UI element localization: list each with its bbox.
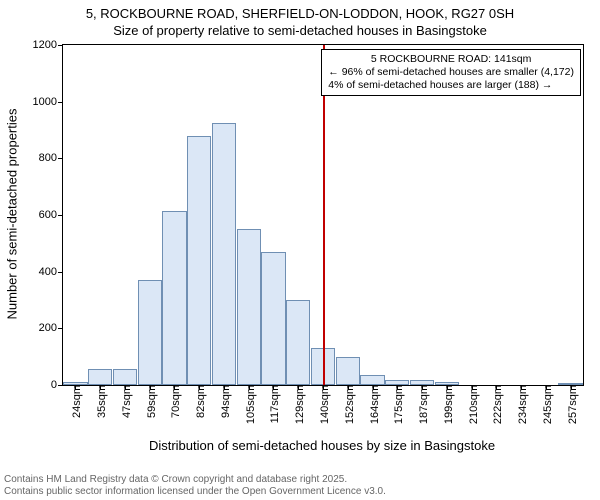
xtick-label: 59sqm (142, 385, 158, 418)
histogram-bar (336, 357, 360, 385)
title-line-2: Size of property relative to semi-detach… (0, 23, 600, 40)
histogram-bar (360, 375, 384, 385)
xtick-label: 164sqm (365, 385, 381, 424)
xtick-label: 47sqm (117, 385, 133, 418)
histogram-bar (286, 300, 310, 385)
ytick-label: 200 (39, 322, 63, 334)
xtick-label: 257sqm (563, 385, 579, 424)
ytick-label: 600 (39, 209, 63, 221)
histogram-bar (113, 369, 137, 385)
ytick-label: 400 (39, 266, 63, 278)
xtick-label: 129sqm (290, 385, 306, 424)
xtick-label: 199sqm (439, 385, 455, 424)
xtick-label: 245sqm (538, 385, 554, 424)
x-axis-label: Distribution of semi-detached houses by … (149, 438, 495, 453)
plot-area: 02004006008001000120024sqm35sqm47sqm59sq… (62, 44, 584, 386)
xtick-label: 222sqm (488, 385, 504, 424)
xtick-label: 234sqm (513, 385, 529, 424)
xtick-label: 35sqm (92, 385, 108, 418)
marker-annotation-line: 4% of semi-detached houses are larger (1… (328, 79, 574, 92)
histogram-bar (162, 211, 186, 385)
ytick-label: 1200 (33, 39, 63, 51)
xtick-label: 82sqm (191, 385, 207, 418)
xtick-label: 117sqm (265, 385, 281, 423)
xtick-label: 24sqm (67, 385, 83, 418)
marker-annotation-line: 5 ROCKBOURNE ROAD: 141sqm (328, 53, 574, 66)
marker-annotation: 5 ROCKBOURNE ROAD: 141sqm← 96% of semi-d… (321, 49, 581, 96)
xtick-label: 210sqm (464, 385, 480, 424)
histogram-bar (212, 123, 236, 385)
ytick-label: 800 (39, 152, 63, 164)
y-axis-label: Number of semi-detached properties (5, 109, 20, 320)
xtick-label: 140sqm (315, 385, 331, 424)
histogram-bar (237, 229, 261, 385)
title-line-1: 5, ROCKBOURNE ROAD, SHERFIELD-ON-LODDON,… (0, 6, 600, 23)
histogram-bar (88, 369, 112, 385)
footer-line-2: Contains public sector information licen… (4, 486, 386, 498)
chart-container: 5, ROCKBOURNE ROAD, SHERFIELD-ON-LODDON,… (0, 0, 600, 500)
ytick-label: 0 (51, 379, 63, 391)
attribution-footer: Contains HM Land Registry data © Crown c… (4, 474, 386, 498)
xtick-label: 175sqm (389, 385, 405, 424)
xtick-label: 94sqm (216, 385, 232, 418)
xtick-label: 105sqm (241, 385, 257, 424)
histogram-bar (138, 280, 162, 385)
xtick-label: 152sqm (340, 385, 356, 424)
ytick-label: 1000 (33, 96, 63, 108)
histogram-bar (261, 252, 285, 385)
title-block: 5, ROCKBOURNE ROAD, SHERFIELD-ON-LODDON,… (0, 0, 600, 42)
footer-line-1: Contains HM Land Registry data © Crown c… (4, 474, 386, 486)
histogram-bar (187, 136, 211, 385)
xtick-label: 70sqm (166, 385, 182, 418)
marker-annotation-line: ← 96% of semi-detached houses are smalle… (328, 66, 574, 79)
xtick-label: 187sqm (414, 385, 430, 424)
